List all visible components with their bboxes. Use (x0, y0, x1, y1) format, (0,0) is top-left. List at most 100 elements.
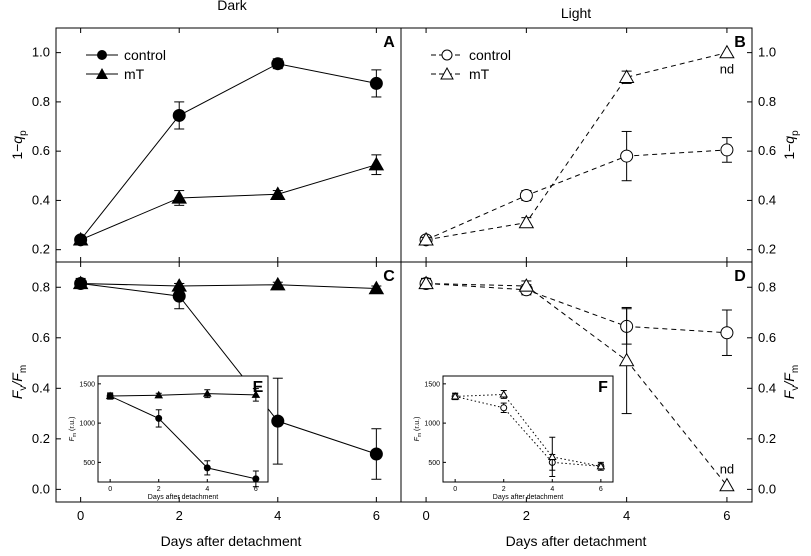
y-tick-label-c-2: 0.4 (32, 380, 50, 395)
data-point-mt-e-3 (251, 390, 261, 398)
data-point-mt-b-1 (518, 214, 535, 229)
y-tick-label-c-3: 0.6 (32, 330, 50, 345)
legend-label-mt: mT (124, 66, 145, 82)
panel-letter-b: B (734, 34, 746, 51)
inset-x-tick-label-f-3: 6 (599, 486, 603, 493)
x-tick-label-c-2: 4 (274, 508, 281, 523)
inset-x-axis-title-f: Days after detachment (493, 494, 563, 501)
inset-frame-f (442, 375, 614, 483)
column-title-dark: Dark (217, 0, 248, 13)
plot-layer: 0.2 0.4 0.6 0.8 1.0 A 0.2 0.4 0.6 0.8 1.0 Bnd 0.0 0.2… (9, 27, 801, 523)
y-tick-label-b-4: 1.0 (758, 45, 776, 60)
y-tick-label-b-0: 0.2 (758, 242, 776, 257)
legend-marker-mt-open (440, 66, 454, 80)
data-point-mt-e-1 (154, 390, 164, 399)
data-point-mt-c-0 (72, 275, 89, 290)
series-line-control-f (455, 395, 601, 467)
data-point-control-f-1 (500, 404, 508, 412)
data-point-mt-f-1 (499, 389, 509, 398)
data-point-mt-a-2 (270, 186, 286, 200)
data-point-control-a-2 (271, 57, 285, 71)
series-line-control-a (80, 63, 377, 241)
data-point-control-c-3 (369, 447, 383, 461)
data-point-control-a-3 (369, 76, 383, 90)
series-line-control-b (425, 149, 727, 241)
x-tick-label-d-0: 0 (422, 508, 429, 523)
legend-light: control mT (431, 47, 511, 82)
y-tick-label-b-1: 0.4 (758, 192, 776, 207)
legend-marker-control-filled (97, 50, 107, 60)
inset-x-tick-label-e-2: 4 (205, 486, 209, 493)
y-tick-label-b-2: 0.6 (758, 143, 776, 158)
legend-marker-mt-filled (96, 68, 108, 79)
panel-letter-f: F (598, 379, 608, 396)
data-point-mt-a-3 (368, 156, 385, 171)
y-axis-title-d: Fv/Fm (781, 365, 801, 399)
x-tick-label-c-1: 2 (176, 508, 183, 523)
column-title-light: Light (561, 5, 591, 21)
series-line-mt-e (110, 393, 256, 397)
y-tick-label-a-4: 1.0 (32, 45, 50, 60)
x-tick-label-c-0: 0 (77, 508, 84, 523)
y-axis-title-b: 1−qp (781, 130, 801, 160)
x-axis-title-left: Days after detachment (161, 533, 302, 549)
data-point-mt-a-1 (171, 190, 187, 204)
series-line-control-d (426, 282, 727, 334)
data-point-mt-e-0 (105, 391, 115, 400)
series-line-control-c (80, 282, 377, 455)
inset-y-tick-label-e-2: 1500 (79, 381, 95, 388)
y-tick-label-b-3: 0.8 (758, 94, 776, 109)
data-point-mt-d-0 (418, 275, 434, 290)
y-tick-label-d-0: 0.0 (758, 481, 776, 496)
x-axis-title-right: Days after detachment (506, 533, 647, 549)
inset-y-tick-label-f-1: 1000 (424, 421, 440, 428)
y-axis-title-a: 1−qp (9, 130, 29, 160)
data-point-mt-c-3 (368, 280, 385, 295)
data-point-control-d-3 (720, 326, 734, 340)
data-point-mt-b-2 (618, 69, 635, 83)
panel-letter-c: C (383, 268, 395, 285)
annotation-nd-b: nd (720, 62, 734, 77)
inset-x-tick-label-f-1: 2 (502, 486, 506, 493)
panel-letter-d: D (734, 268, 746, 285)
inset-x-tick-label-f-2: 4 (550, 486, 554, 493)
data-point-control-b-2 (620, 149, 634, 163)
legend-label-mt-light: mT (469, 66, 490, 82)
data-point-mt-c-1 (171, 278, 187, 292)
data-point-mt-c-2 (270, 276, 286, 291)
data-point-mt-b-3 (719, 44, 735, 59)
series-line-mt-a (80, 164, 377, 241)
panel-frame-a (55, 27, 402, 263)
series-line-control-e (109, 395, 256, 480)
y-tick-label-d-4: 0.8 (758, 279, 776, 294)
series-line-mt-b (425, 52, 728, 241)
inset-y-tick-label-f-2: 1500 (424, 381, 440, 388)
legend-marker-control-open (441, 49, 453, 61)
annotation-nd-d: nd (720, 462, 734, 477)
inset-y-tick-label-f-0: 500 (428, 460, 440, 467)
data-point-control-e-3 (252, 475, 260, 483)
legend-label-control-light: control (469, 47, 511, 63)
data-point-mt-d-3 (719, 477, 735, 492)
data-point-mt-b-0 (418, 231, 434, 246)
y-tick-label-a-3: 0.8 (32, 94, 50, 109)
inset-y-tick-label-e-1: 1000 (79, 421, 95, 428)
data-point-control-e-1 (155, 414, 163, 422)
panel-frame-d (400, 261, 753, 503)
x-tick-label-d-1: 2 (523, 508, 530, 523)
data-point-control-a-1 (172, 108, 186, 122)
x-tick-label-c-3: 6 (373, 508, 380, 523)
inset-y-axis-title-e: Fm (r.u.) (69, 417, 78, 442)
inset-x-tick-label-f-0: 0 (453, 486, 457, 493)
data-point-control-c-2 (271, 414, 285, 428)
data-point-mt-a-0 (72, 231, 89, 246)
y-axis-title-c: Fv/Fm (9, 365, 29, 399)
y-tick-label-a-2: 0.6 (32, 143, 50, 158)
inset-y-tick-label-e-0: 500 (83, 460, 95, 467)
inset-x-tick-label-e-3: 6 (254, 486, 258, 493)
legend-label-control: control (124, 47, 166, 63)
inset-y-axis-title-f: Fm (r.u.) (414, 417, 423, 442)
y-tick-label-a-0: 0.2 (32, 242, 50, 257)
inset-x-tick-label-e-1: 2 (157, 486, 161, 493)
